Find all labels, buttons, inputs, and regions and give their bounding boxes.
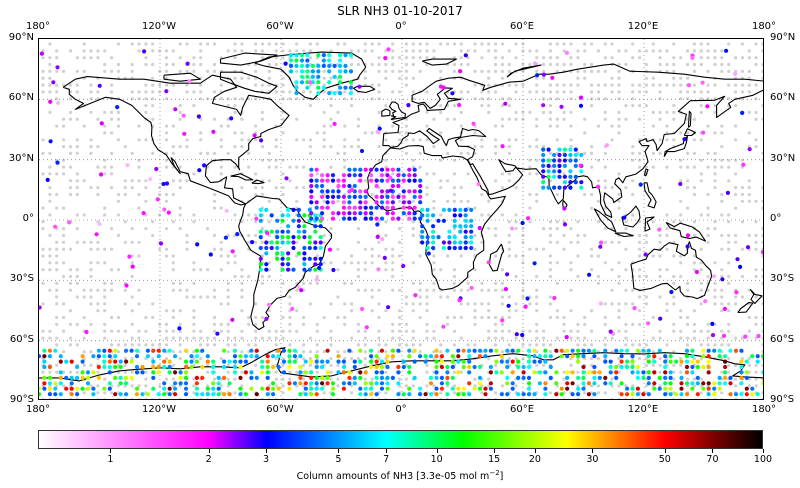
- colorbar-tick-label: 70: [706, 454, 719, 465]
- lat-tick-right: 30°N: [770, 152, 796, 164]
- colorbar-tick-label: 3: [263, 454, 270, 465]
- lat-tick-right: 60°S: [770, 333, 795, 345]
- colorbar-title-exponent: −2: [489, 469, 500, 477]
- colorbar-title-text: Column amounts of NH3 [3.3e-05 mol m: [296, 471, 490, 483]
- map-panel: [38, 38, 764, 400]
- colorbar-tick-label: 5: [335, 454, 342, 465]
- colorbar-tick-mark: [386, 449, 388, 453]
- lat-tick-left: 90°N: [8, 32, 34, 43]
- colorbar-tick-label: 30: [586, 454, 599, 465]
- colorbar: [38, 430, 763, 449]
- lat-tick-left: 30°S: [9, 273, 34, 285]
- chart-title: SLR NH3 01-10-2017: [337, 4, 463, 18]
- nh3-data-dots: [39, 47, 763, 397]
- lat-tick-left: 90°S: [9, 394, 34, 405]
- lat-tick-left: 60°N: [8, 92, 34, 104]
- lon-tick-top: 180°: [751, 21, 777, 32]
- lat-tick-right: 0°: [770, 213, 782, 224]
- lon-tick-bottom: 60°W: [266, 404, 294, 415]
- lon-tick-bottom: 120°W: [142, 404, 176, 415]
- colorbar-tick-mark: [208, 449, 210, 453]
- colorbar-tick-mark: [266, 449, 268, 453]
- colorbar-title-suffix: ]: [499, 471, 504, 483]
- colorbar-title: Column amounts of NH3 [3.3e-05 mol m−2]: [0, 469, 800, 482]
- lat-tick-left: 60°S: [9, 333, 34, 345]
- lon-tick-top: 180°: [25, 21, 51, 32]
- no-data-dots: [41, 42, 763, 399]
- lon-tick-top: 60°W: [266, 21, 294, 32]
- colorbar-tick-mark: [534, 449, 536, 453]
- colorbar-tick-mark: [712, 449, 714, 453]
- colorbar-tick-mark: [436, 449, 438, 453]
- lat-tick-left: 0°: [22, 213, 34, 224]
- lon-tick-top: 0°: [395, 21, 407, 32]
- lat-tick-right: 90°S: [770, 394, 795, 405]
- colorbar-tick-label: 7: [383, 454, 390, 465]
- lat-tick-right: 30°S: [770, 273, 795, 285]
- colorbar-tick-label: 50: [658, 454, 671, 465]
- colorbar-tick-label: 1: [107, 454, 114, 465]
- lon-tick-bottom: 180°: [751, 404, 777, 415]
- colorbar-tick-mark: [763, 449, 764, 453]
- lon-tick-top: 120°W: [142, 21, 176, 32]
- colorbar-tick-mark: [664, 449, 666, 453]
- colorbar-tick-label: 2: [205, 454, 212, 465]
- colorbar-tick-label: 10: [430, 454, 443, 465]
- gridlines: [39, 39, 763, 399]
- lon-tick-top: 60°E: [509, 21, 535, 32]
- colorbar-tick-label: 100: [753, 454, 773, 465]
- lon-tick-bottom: 120°E: [627, 404, 659, 415]
- colorbar-tick-mark: [592, 449, 594, 453]
- lat-tick-right: 90°N: [770, 32, 796, 43]
- colorbar-tick-label: 20: [528, 454, 541, 465]
- lon-tick-top: 120°E: [627, 21, 659, 32]
- lon-tick-bottom: 60°E: [509, 404, 535, 415]
- lat-tick-left: 30°N: [8, 152, 34, 164]
- colorbar-tick-mark: [110, 449, 112, 453]
- lat-tick-right: 60°N: [770, 92, 796, 104]
- colorbar-tick-mark: [494, 449, 496, 453]
- coastlines: [39, 51, 763, 382]
- colorbar-tick-label: 15: [488, 454, 501, 465]
- colorbar-tick-mark: [338, 449, 340, 453]
- lon-tick-bottom: 0°: [395, 404, 407, 415]
- lon-tick-bottom: 180°: [25, 404, 51, 415]
- world-map: [39, 39, 763, 399]
